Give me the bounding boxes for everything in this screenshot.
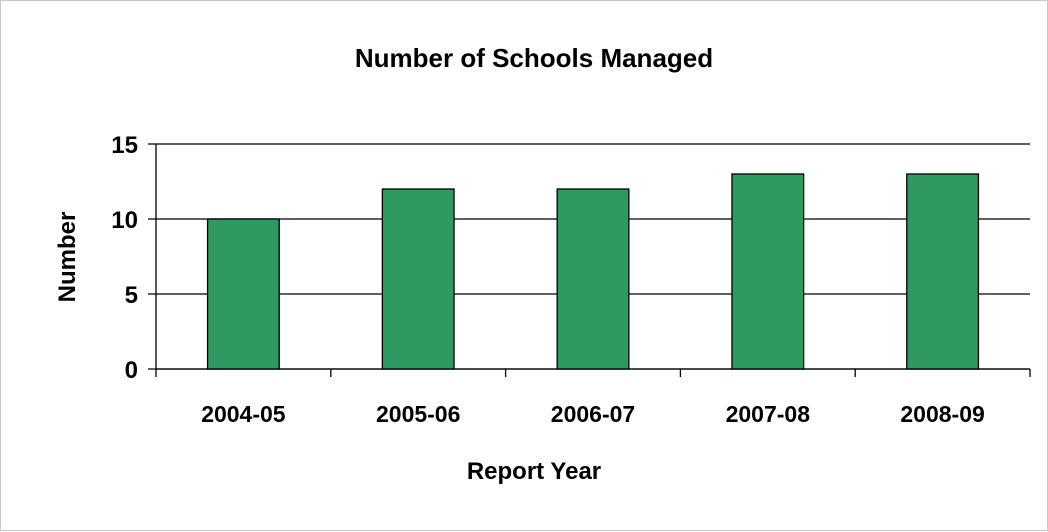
bar [731,173,805,370]
plot-area: 0 5 10 15 2004-05 2005-06 2006-07 2007-08 2008-0… [111,132,1031,427]
bar [206,218,280,370]
y-tick-label: 10 [111,207,138,234]
bar [556,188,630,370]
y-tick-label: 0 [125,357,138,384]
y-tick-label: 15 [111,132,138,159]
x-tick-label: 2007-08 [726,401,811,427]
x-tick-label: 2004-05 [201,401,286,427]
bar [381,188,455,370]
y-axis-label: Number [54,212,81,303]
x-axis-label: Report Year [467,458,601,485]
x-tick-label: 2008-09 [900,401,984,427]
y-tick-label: 5 [125,282,138,309]
chart-title: Number of Schools Managed [355,43,713,73]
bar [906,173,980,370]
x-tick-label: 2005-06 [376,401,460,427]
x-tick-label: 2006-07 [551,401,635,427]
